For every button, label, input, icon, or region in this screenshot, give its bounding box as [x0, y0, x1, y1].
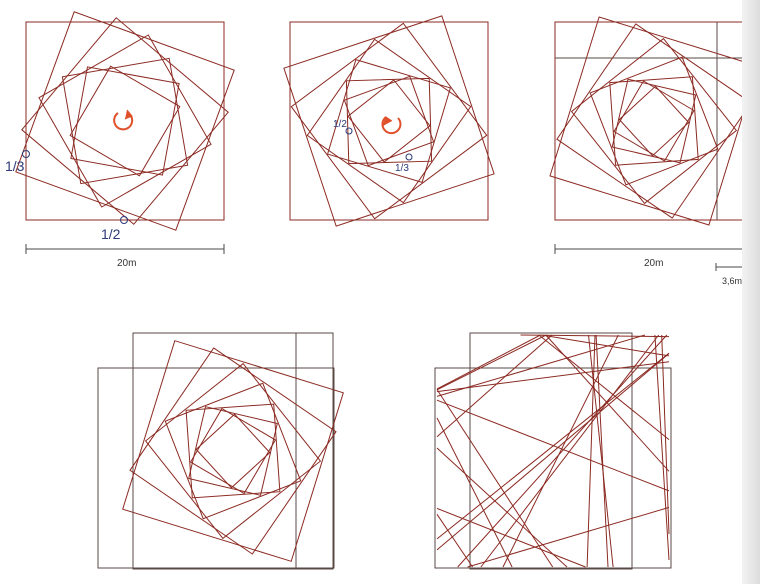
division-point-third: [405, 153, 413, 161]
extended-line: [545, 334, 670, 472]
division-point-third: [22, 150, 30, 158]
dimension-line: [554, 244, 749, 254]
extended-line: [538, 334, 670, 440]
rotated-square: [15, 11, 235, 231]
extended-line: [654, 334, 670, 561]
extended-line: [520, 334, 670, 338]
extended-line: [595, 334, 609, 568]
rotated-square: [70, 66, 180, 176]
rotated-square: [556, 23, 752, 219]
division-point-half: [120, 216, 128, 224]
rotated-square: [589, 56, 719, 186]
clockwise-arrow-icon: [113, 109, 134, 131]
dimension-label: 20m: [117, 258, 136, 269]
rotated-square: [613, 80, 695, 162]
extended-line: [436, 447, 568, 568]
extended-line: [436, 334, 553, 438]
division-point-half: [345, 127, 353, 135]
panel-1: 1/3 1/2 20m: [5, 11, 235, 269]
extended-line-field: [436, 334, 670, 568]
label-one-half: 1/2: [333, 119, 347, 130]
extended-line: [502, 334, 619, 568]
base-square: [469, 332, 633, 570]
rotated-square: [549, 16, 759, 226]
rotated-square: [185, 403, 281, 499]
panel-4: [97, 332, 344, 570]
shifted-square: [434, 367, 672, 569]
rotated-square: [609, 76, 699, 166]
extended-line: [436, 334, 541, 390]
rotated-square: [164, 382, 302, 520]
extended-line: [467, 506, 670, 568]
rotated-squares: [549, 16, 759, 226]
rotated-square: [69, 65, 181, 177]
rotated-square: [129, 347, 337, 555]
panel-3: 20m 3,6m: [549, 16, 759, 286]
extended-line: [588, 334, 614, 568]
base-square: [132, 332, 334, 570]
base-square: [289, 21, 489, 221]
rotated-square: [144, 362, 322, 540]
extended-line: [436, 334, 646, 397]
extended-line: [457, 334, 668, 568]
rotated-square: [38, 34, 212, 208]
extended-line: [436, 507, 586, 568]
rotated-squares: [122, 340, 344, 562]
extended-line: [436, 399, 670, 492]
base-square: [25, 21, 225, 221]
extended-line: [541, 334, 670, 357]
panel-2: 1/2 1/3: [283, 15, 495, 227]
rotated-squares: [15, 11, 235, 231]
extended-line: [480, 334, 660, 568]
shifted-square: [97, 367, 335, 569]
rotated-square: [570, 37, 738, 205]
page-edge: [742, 0, 760, 584]
secondary-dimension-label: 3,6m: [722, 276, 742, 286]
extended-line: [436, 361, 670, 393]
extended-line: [661, 334, 670, 535]
label-one-half: 1/2: [101, 226, 121, 242]
rotated-square: [21, 17, 229, 225]
extended-line: [586, 334, 596, 568]
rotated-square: [188, 406, 278, 496]
dimension-label: 20m: [644, 258, 663, 269]
panel-5: [434, 332, 672, 570]
rotated-square: [189, 407, 277, 495]
rotated-square: [611, 78, 697, 164]
rotated-square: [195, 413, 271, 489]
rotated-square: [618, 85, 690, 157]
extended-line: [436, 353, 670, 551]
label-one-third: 1/3: [5, 158, 25, 174]
dimension-line: [25, 244, 225, 254]
base-square: [554, 21, 754, 221]
rotated-square: [61, 57, 189, 185]
extended-line: [436, 417, 513, 568]
counterclockwise-arrow-icon: [381, 116, 402, 135]
rotated-square: [347, 79, 431, 163]
label-one-third: 1/3: [395, 163, 409, 174]
extended-line: [436, 334, 547, 391]
extended-line: [436, 514, 474, 568]
rotated-squares: [283, 15, 495, 227]
rotated-square: [122, 340, 344, 562]
